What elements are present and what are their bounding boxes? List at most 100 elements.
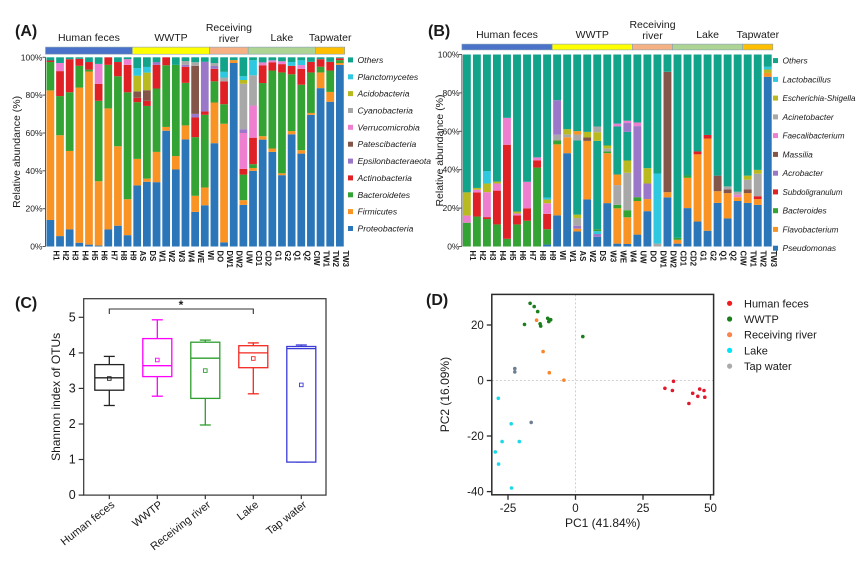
svg-text:W2: W2 [588,251,597,263]
svg-text:H5: H5 [508,251,517,262]
svg-text:Lake: Lake [744,345,768,357]
svg-text:Verrucomicrobia: Verrucomicrobia [358,122,420,132]
svg-text:W2: W2 [167,251,176,263]
svg-text:H9: H9 [129,251,138,262]
svg-text:-20: -20 [467,431,484,443]
svg-text:-40: -40 [467,487,484,499]
svg-text:UW: UW [638,251,647,265]
svg-text:(C): (C) [15,295,37,312]
svg-text:DW2: DW2 [669,251,678,269]
svg-text:*: * [179,298,184,312]
svg-text:0%: 0% [447,242,460,252]
svg-text:50: 50 [704,503,717,515]
svg-text:Lake: Lake [696,29,719,41]
svg-text:0: 0 [572,503,578,515]
svg-text:Q2: Q2 [729,251,738,262]
svg-text:60%: 60% [442,126,459,136]
svg-text:Cyanobacteria: Cyanobacteria [358,106,414,116]
svg-text:DO: DO [215,251,224,263]
svg-text:100%: 100% [21,52,43,62]
svg-text:Human feces: Human feces [744,298,809,310]
svg-text:G1: G1 [699,251,708,262]
svg-text:AS: AS [578,251,587,262]
svg-text:Flavobacterium: Flavobacterium [783,224,839,234]
svg-text:2: 2 [69,417,76,431]
svg-text:Tapwater: Tapwater [309,32,352,44]
svg-text:DO: DO [648,251,657,263]
svg-text:0: 0 [69,488,76,502]
svg-text:TW2: TW2 [759,251,768,268]
svg-text:DW1: DW1 [225,251,234,269]
svg-text:Q1: Q1 [293,251,302,262]
svg-text:H7: H7 [528,251,537,261]
svg-text:H6: H6 [100,251,109,262]
svg-text:WI: WI [206,251,215,261]
svg-text:W3: W3 [608,251,617,263]
svg-text:Relative abundance (%): Relative abundance (%) [11,96,23,208]
svg-text:Receiving: Receiving [206,22,252,34]
svg-text:100%: 100% [438,50,460,60]
svg-text:W4: W4 [187,251,196,263]
svg-text:Pseudomonas: Pseudomonas [783,243,837,253]
svg-text:CD1: CD1 [254,251,263,267]
svg-text:DW2: DW2 [235,251,244,269]
svg-text:G2: G2 [709,251,718,262]
svg-text:20%: 20% [442,203,459,213]
svg-text:G2: G2 [283,251,292,262]
svg-text:DS: DS [148,251,157,262]
svg-text:H8: H8 [538,251,547,262]
svg-text:H7: H7 [109,251,118,261]
svg-text:25: 25 [637,503,650,515]
svg-text:H4: H4 [80,251,89,262]
svg-text:H8: H8 [119,251,128,262]
svg-text:0%: 0% [30,242,43,252]
svg-text:Actinobacteria: Actinobacteria [357,173,413,183]
svg-text:TW1: TW1 [322,251,331,268]
svg-text:WI: WI [558,251,567,261]
svg-text:40%: 40% [25,166,42,176]
svg-text:CD1: CD1 [679,251,688,267]
svg-text:H1: H1 [51,251,60,262]
svg-text:Others: Others [358,55,384,65]
svg-text:Q2: Q2 [302,251,311,262]
svg-text:Acrobacter: Acrobacter [782,168,825,178]
svg-text:Lactobacillus: Lactobacillus [783,74,832,84]
svg-text:Acinetobacter: Acinetobacter [782,112,835,122]
svg-text:(A): (A) [15,23,37,40]
svg-text:H4: H4 [498,251,507,262]
svg-text:WWTP: WWTP [744,314,779,326]
svg-text:WWTP: WWTP [154,32,187,44]
svg-text:5: 5 [69,310,76,324]
svg-text:(D): (D) [426,292,448,309]
svg-text:Patescibacteria: Patescibacteria [358,139,417,149]
svg-text:Faecalibacterium: Faecalibacterium [783,131,845,141]
svg-text:Firmicutes: Firmicutes [358,207,398,217]
svg-text:-25: -25 [500,503,517,515]
svg-text:20%: 20% [25,204,42,214]
svg-text:UW: UW [244,251,253,265]
svg-text:(B): (B) [428,23,450,40]
svg-text:H3: H3 [488,251,497,262]
svg-text:PC2 (16.09%): PC2 (16.09%) [438,357,452,432]
svg-text:Tap water: Tap water [744,361,792,373]
svg-text:WWTP: WWTP [576,29,609,41]
svg-text:Receiving: Receiving [629,19,675,31]
svg-text:4: 4 [69,346,76,360]
svg-text:Proteobacteria: Proteobacteria [358,224,414,234]
svg-text:CIW: CIW [312,251,321,267]
svg-text:river: river [642,30,663,42]
svg-text:Human feces: Human feces [58,32,120,44]
svg-text:PC1 (41.84%): PC1 (41.84%) [565,516,640,530]
svg-text:Escherichia-Shigella: Escherichia-Shigella [783,93,856,103]
svg-text:Acidobacteria: Acidobacteria [357,89,410,99]
svg-text:H3: H3 [71,251,80,262]
svg-text:1: 1 [69,453,76,467]
svg-text:60%: 60% [25,128,42,138]
svg-text:H1: H1 [468,251,477,262]
svg-text:TW3: TW3 [341,251,350,268]
svg-text:Tapwater: Tapwater [736,29,779,41]
svg-text:W3: W3 [177,251,186,263]
svg-text:W1: W1 [158,251,167,263]
svg-text:Shannon index of OTUs: Shannon index of OTUs [49,333,63,461]
svg-text:80%: 80% [25,90,42,100]
